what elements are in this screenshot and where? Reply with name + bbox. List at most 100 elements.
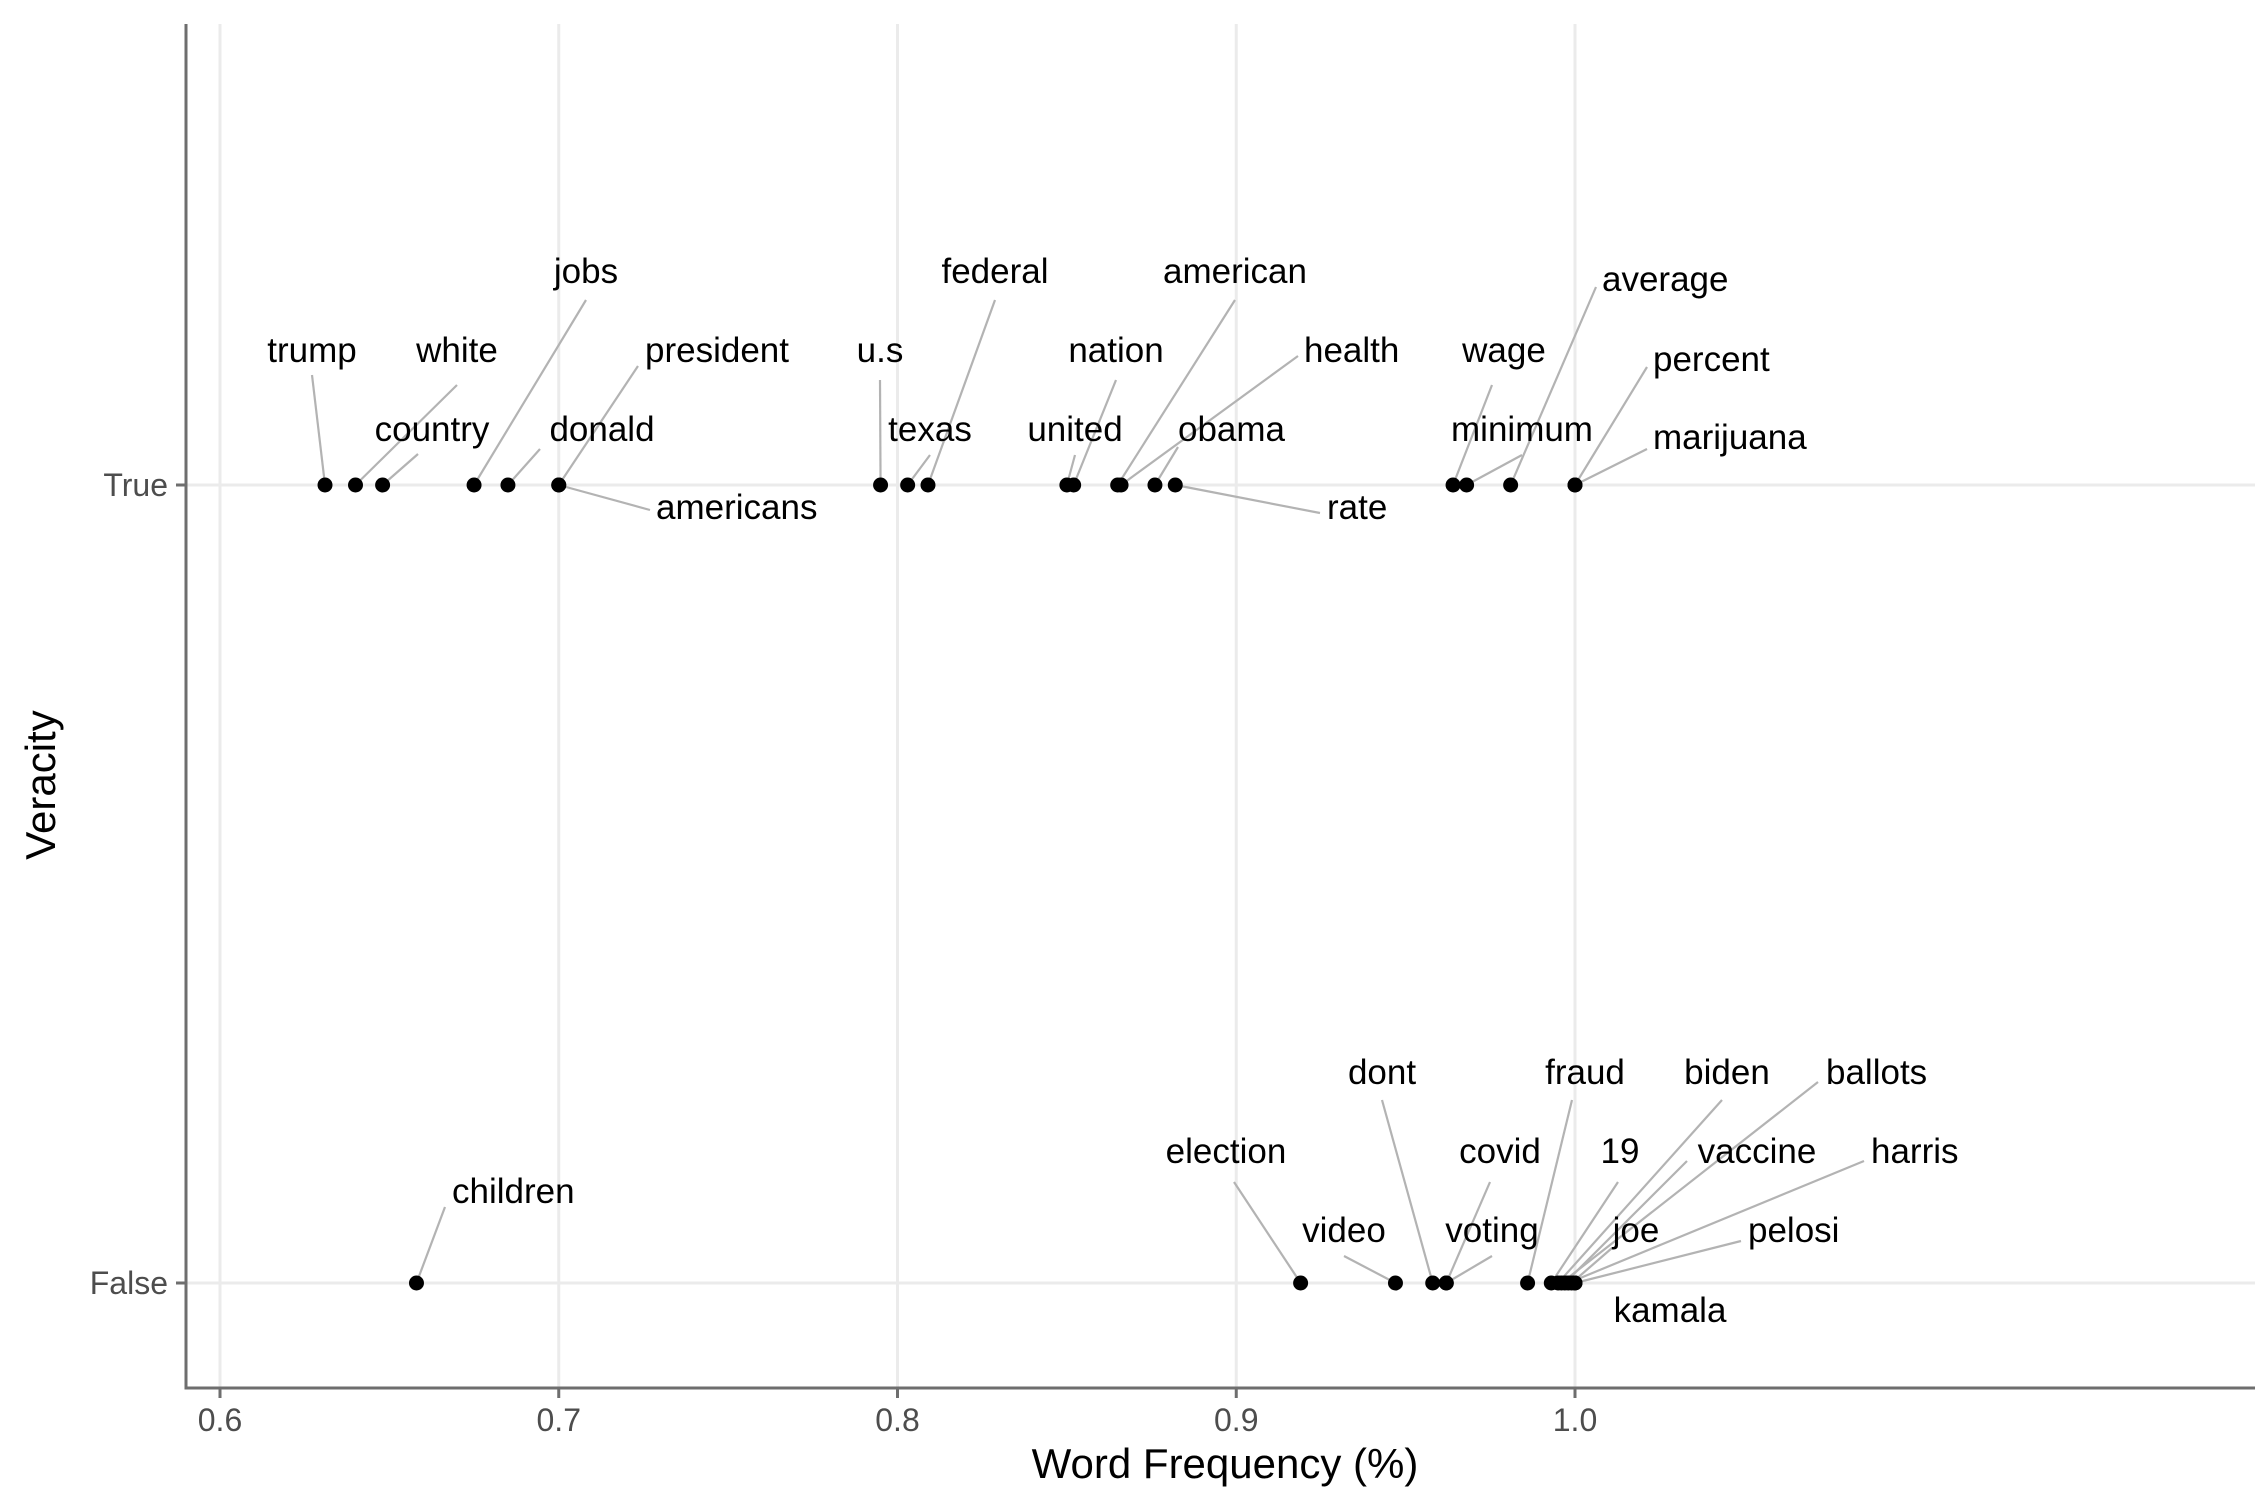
label-leader-line: [473, 299, 587, 486]
word-label: u.s: [857, 331, 904, 370]
data-point-americans: [551, 477, 567, 493]
label-leader-line: [1526, 1099, 1574, 1284]
data-point-dont: [1425, 1275, 1441, 1291]
y-axis-title: Veracity: [17, 710, 64, 859]
word-label: health: [1304, 331, 1399, 370]
word-label: covid: [1459, 1132, 1541, 1171]
label-leader-line: [1072, 379, 1118, 486]
word-label: wage: [1461, 331, 1546, 370]
data-point-obama: [1147, 477, 1163, 493]
word-label: minimum: [1451, 410, 1593, 449]
word-label: federal: [941, 252, 1048, 291]
word-label: pelosi: [1748, 1211, 1839, 1250]
label-leader-line: [415, 1206, 447, 1284]
label-leader-line: [1550, 1181, 1619, 1284]
label-leader-line: [1343, 1255, 1396, 1284]
x-tick-label: 0.9: [1214, 1402, 1258, 1438]
label-leader-line: [354, 384, 458, 486]
label-leader-line: [1574, 366, 1648, 486]
data-point-jobs: [466, 477, 482, 493]
word-label: children: [452, 1172, 575, 1211]
x-tick-label: 0.8: [875, 1402, 919, 1438]
label-leader-line: [1509, 286, 1598, 486]
word-label: voting: [1445, 1211, 1538, 1250]
word-label: rate: [1327, 488, 1387, 527]
data-point-fraud: [1520, 1275, 1536, 1291]
y-tick-label: False: [90, 1265, 168, 1301]
data-point-average: [1503, 477, 1519, 493]
word-label: vaccine: [1698, 1132, 1817, 1171]
label-leader-line: [1466, 454, 1523, 486]
word-label: americans: [656, 488, 817, 527]
data-point-election: [1293, 1275, 1309, 1291]
label-leader-line: [1445, 1181, 1492, 1284]
word-label: election: [1166, 1132, 1287, 1171]
word-label: kamala: [1614, 1291, 1727, 1330]
word-label: country: [375, 410, 490, 449]
word-label: jobs: [553, 252, 618, 291]
label-leader-line: [1175, 483, 1321, 515]
data-point-minimum: [1459, 477, 1475, 493]
label-leader-line: [507, 448, 541, 486]
data-point-kamala: [1567, 1275, 1583, 1291]
label-leader-line: [1120, 355, 1299, 486]
x-axis-title: Word Frequency (%): [1032, 1440, 1419, 1487]
data-point-wage: [1445, 477, 1461, 493]
data-point-children: [408, 1275, 424, 1291]
data-point-marijuana: [1567, 477, 1583, 493]
data-point-covid: [1438, 1275, 1454, 1291]
data-point-white: [348, 477, 363, 493]
label-leader-line: [310, 374, 327, 486]
data-point-country: [375, 477, 391, 493]
data-point-rate: [1167, 477, 1183, 493]
word-label: trump: [267, 331, 356, 370]
word-label: president: [645, 331, 789, 370]
label-leader-line: [878, 379, 882, 486]
data-point-video: [1387, 1275, 1403, 1291]
data-point-health: [1113, 477, 1129, 493]
label-leader-line: [1564, 1160, 1688, 1284]
label-leader-line: [1560, 1081, 1819, 1284]
word-label: obama: [1178, 410, 1286, 449]
data-point-donald: [500, 477, 516, 493]
label-leader-line: [557, 365, 639, 486]
word-label: donald: [549, 410, 654, 449]
word-label: percent: [1653, 340, 1770, 379]
label-leader-line: [1557, 1099, 1723, 1284]
data-point-texas: [900, 477, 916, 493]
word-label: united: [1027, 410, 1122, 449]
data-point-federal: [920, 477, 936, 493]
label-leader-line: [1380, 1099, 1434, 1284]
word-label: dont: [1348, 1053, 1416, 1092]
x-tick-label: 0.6: [198, 1402, 242, 1438]
word-label: harris: [1871, 1132, 1959, 1171]
x-tick-label: 1.0: [1553, 1402, 1597, 1438]
word-label: joe: [1612, 1211, 1660, 1250]
word-label: marijuana: [1653, 418, 1807, 457]
word-label: american: [1163, 252, 1307, 291]
word-label: 19: [1601, 1132, 1640, 1171]
label-leader-line: [381, 453, 419, 486]
word-label: video: [1302, 1211, 1386, 1250]
word-label: ballots: [1826, 1053, 1927, 1092]
label-leader-line: [1116, 299, 1236, 486]
data-point-us: [873, 477, 889, 493]
label-leader-line: [1574, 448, 1648, 486]
data-point-nation: [1066, 477, 1082, 493]
label-leader-line: [1567, 1159, 1865, 1285]
word-label: texas: [888, 410, 972, 449]
y-tick-label: True: [103, 467, 168, 503]
x-tick-label: 0.7: [537, 1402, 581, 1438]
label-leader-line: [1445, 1255, 1493, 1284]
word-label: nation: [1068, 331, 1163, 370]
label-leader-line: [1452, 384, 1494, 486]
label-leader-line: [1574, 1239, 1742, 1285]
word-label: biden: [1684, 1053, 1770, 1092]
word-label: fraud: [1545, 1053, 1625, 1092]
data-point-trump: [317, 477, 333, 493]
label-leader-line: [558, 483, 651, 512]
word-label: average: [1602, 260, 1728, 299]
word-label: white: [415, 331, 498, 370]
label-leader-line: [926, 299, 997, 486]
